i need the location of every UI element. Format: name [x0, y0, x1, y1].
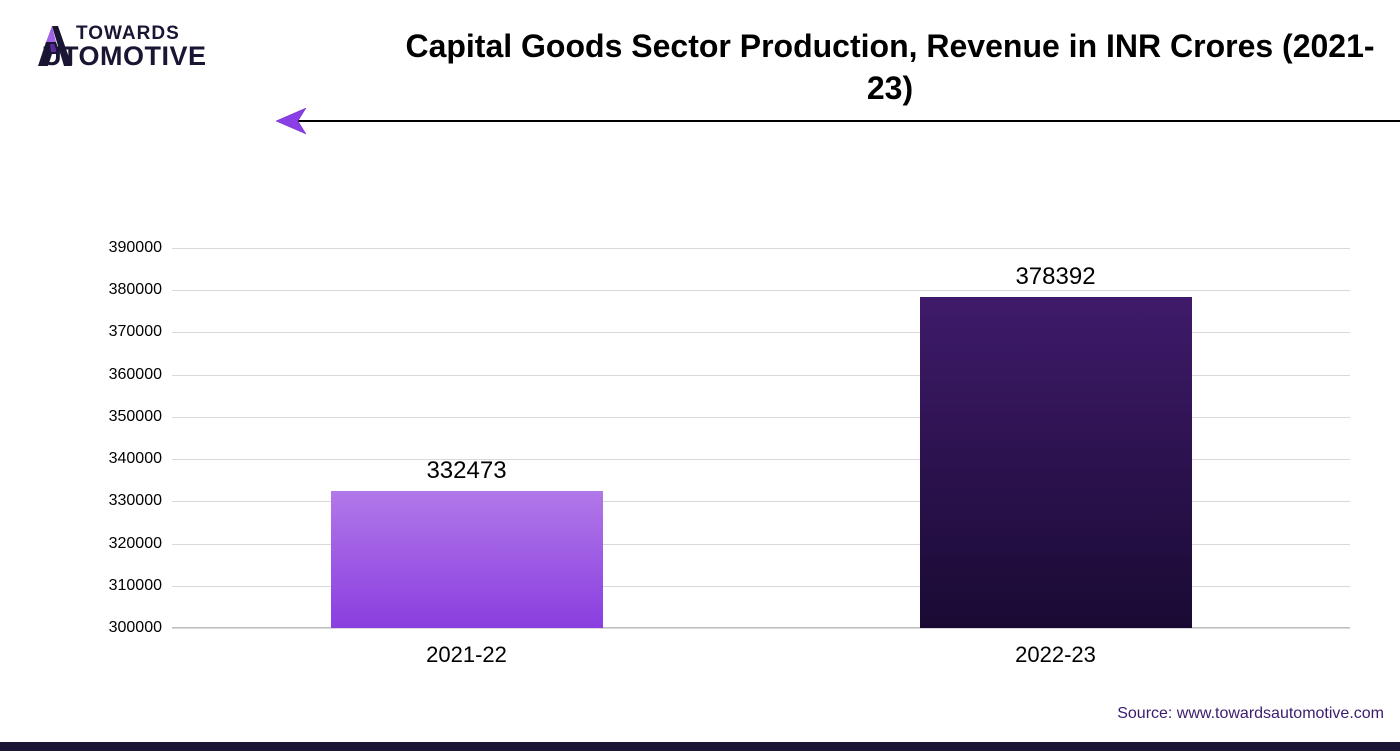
- y-tick-label: 360000: [90, 366, 162, 384]
- bar-value-label: 332473: [426, 457, 506, 485]
- gridline: [172, 248, 1350, 249]
- y-axis: 3000003100003200003300003400003500003600…: [90, 248, 172, 628]
- divider-line: [282, 120, 1400, 122]
- gridline: [172, 290, 1350, 291]
- bar: 378392: [920, 297, 1192, 628]
- y-tick-label: 310000: [90, 577, 162, 595]
- bar: 332473: [331, 491, 603, 628]
- bar-value-label: 378392: [1015, 263, 1095, 291]
- y-tick-label: 390000: [90, 239, 162, 257]
- y-tick-label: 370000: [90, 323, 162, 341]
- bar-chart: 3000003100003200003300003400003500003600…: [90, 248, 1350, 628]
- arrow-left-icon: [276, 108, 306, 134]
- chart-title: Capital Goods Sector Production, Revenue…: [400, 26, 1380, 109]
- x-category-label: 2021-22: [426, 642, 507, 668]
- y-tick-label: 300000: [90, 619, 162, 637]
- source-attribution: Source: www.towardsautomotive.com: [1117, 705, 1384, 723]
- y-tick-label: 320000: [90, 535, 162, 553]
- y-tick-label: 340000: [90, 450, 162, 468]
- logo-line2: UTOMOTIVE: [42, 43, 207, 70]
- footer-accent-bar: [0, 742, 1400, 751]
- y-tick-label: 330000: [90, 492, 162, 510]
- brand-logo: TOWARDS UTOMOTIVE: [38, 24, 207, 70]
- gridline: [172, 628, 1350, 629]
- x-category-label: 2022-23: [1015, 642, 1096, 668]
- y-tick-label: 350000: [90, 408, 162, 426]
- plot-area: 332473 378392: [172, 248, 1350, 628]
- logo-text: TOWARDS UTOMOTIVE: [76, 24, 207, 70]
- y-tick-label: 380000: [90, 281, 162, 299]
